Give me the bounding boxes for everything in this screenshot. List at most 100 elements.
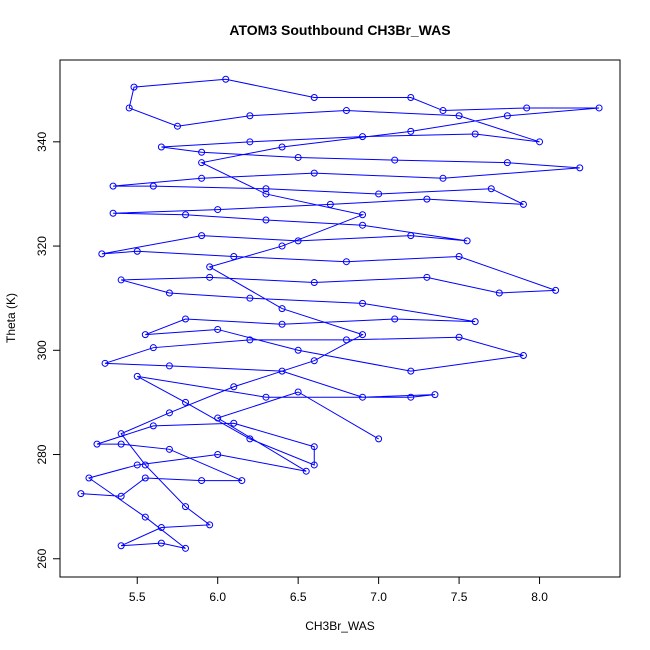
data-point — [407, 127, 415, 135]
data-point — [455, 112, 463, 120]
data-point — [130, 83, 138, 91]
y-tick-label: 280 — [35, 444, 49, 464]
data-point — [342, 107, 350, 115]
data-point — [294, 153, 302, 161]
data-point — [471, 130, 479, 138]
data-point — [85, 474, 93, 482]
data-point — [133, 461, 141, 469]
data-point — [198, 159, 206, 167]
data-point — [503, 112, 511, 120]
data-point — [359, 393, 367, 401]
data-point — [302, 467, 310, 475]
plot-frame — [59, 59, 621, 578]
data-point — [182, 315, 190, 323]
data-point — [407, 94, 415, 102]
data-point — [198, 148, 206, 156]
data-point — [262, 216, 270, 224]
data-point — [230, 419, 238, 427]
data-point — [523, 104, 531, 112]
y-tick-label: 320 — [35, 236, 49, 256]
data-point — [246, 112, 254, 120]
data-point — [238, 477, 246, 485]
data-point — [455, 252, 463, 260]
data-line — [80, 78, 600, 549]
data-point — [359, 331, 367, 339]
data-point — [230, 252, 238, 260]
y-tick-label: 260 — [35, 548, 49, 568]
data-point — [310, 94, 318, 102]
data-point — [310, 357, 318, 365]
data-point — [125, 104, 133, 112]
data-point — [503, 159, 511, 167]
data-point — [198, 232, 206, 240]
data-point — [214, 206, 222, 214]
data-point — [439, 107, 447, 115]
data-point — [536, 138, 544, 146]
data-point — [157, 523, 165, 531]
data-point — [101, 359, 109, 367]
x-tick-label: 7.0 — [370, 590, 387, 604]
data-point — [157, 143, 165, 151]
data-point — [77, 490, 85, 498]
data-point — [423, 195, 431, 203]
data-point — [149, 344, 157, 352]
data-point — [117, 542, 125, 550]
x-tick-label: 6.5 — [290, 590, 307, 604]
data-point — [214, 414, 222, 422]
data-point — [487, 185, 495, 193]
data-point — [407, 393, 415, 401]
data-point — [117, 276, 125, 284]
data-point — [93, 440, 101, 448]
data-point — [182, 544, 190, 552]
data-point — [262, 185, 270, 193]
data-point — [391, 156, 399, 164]
data-point — [141, 474, 149, 482]
data-point — [165, 409, 173, 417]
data-point — [359, 211, 367, 219]
data-point — [326, 200, 334, 208]
data-point — [246, 138, 254, 146]
data-point — [431, 391, 439, 399]
y-axis-label: Theta (K) — [4, 293, 18, 343]
data-point — [165, 362, 173, 370]
data-point — [471, 318, 479, 326]
data-point — [359, 299, 367, 307]
data-point — [198, 477, 206, 485]
data-point — [222, 75, 230, 83]
data-point — [310, 169, 318, 177]
data-point — [157, 539, 165, 547]
data-point — [109, 182, 117, 190]
data-point — [109, 209, 117, 217]
data-point — [117, 492, 125, 500]
data-point — [182, 398, 190, 406]
data-point — [206, 521, 214, 529]
data-point — [133, 247, 141, 255]
x-axis-label: CH3Br_WAS — [305, 619, 375, 633]
data-point — [310, 443, 318, 451]
data-point — [375, 435, 383, 443]
data-point — [98, 250, 106, 258]
data-point — [576, 164, 584, 172]
data-point — [230, 383, 238, 391]
y-tick-label: 340 — [35, 131, 49, 151]
data-point — [463, 237, 471, 245]
data-point — [214, 325, 222, 333]
x-tick-label: 6.0 — [209, 590, 226, 604]
data-point — [182, 211, 190, 219]
data-point — [595, 104, 603, 112]
data-point — [375, 190, 383, 198]
data-point — [294, 237, 302, 245]
data-point — [214, 451, 222, 459]
data-point — [246, 336, 254, 344]
data-point — [359, 221, 367, 229]
data-point — [173, 122, 181, 130]
data-point — [133, 372, 141, 380]
data-point — [182, 503, 190, 511]
data-point — [407, 232, 415, 240]
data-point — [278, 305, 286, 313]
data-point — [407, 367, 415, 375]
data-point — [246, 435, 254, 443]
data-point — [165, 289, 173, 297]
